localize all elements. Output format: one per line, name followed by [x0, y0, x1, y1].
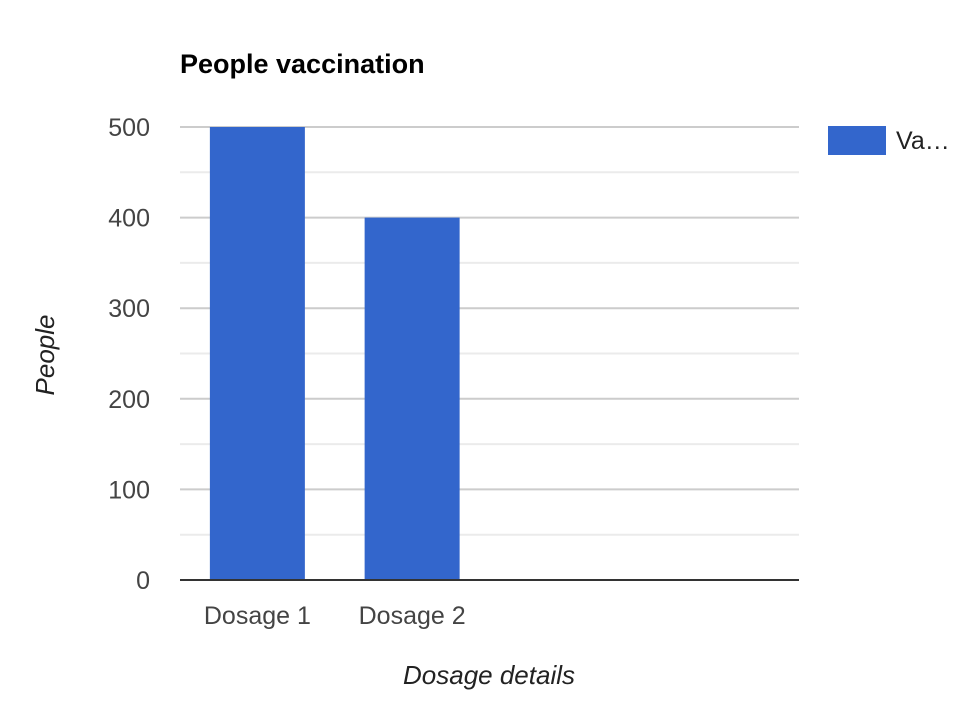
y-tick-label: 300: [108, 295, 150, 323]
y-tick-label: 0: [136, 567, 150, 595]
y-tick-label: 100: [108, 476, 150, 504]
y-tick-label: 200: [108, 386, 150, 414]
y-axis-label: People: [30, 315, 60, 396]
x-tick-label: Dosage 2: [359, 602, 466, 630]
chart-title: People vaccination: [180, 49, 425, 79]
x-axis-label: Dosage details: [403, 660, 575, 690]
x-axis-ticks: Dosage 1 Dosage 2: [204, 602, 466, 630]
legend-label: Va…: [896, 127, 950, 155]
y-axis-ticks: 0 100 200 300 400 500: [108, 114, 150, 595]
y-tick-label: 400: [108, 205, 150, 233]
legend-swatch: [828, 126, 886, 155]
bar[interactable]: [364, 217, 460, 580]
y-tick-label: 500: [108, 114, 150, 142]
bars: [209, 127, 460, 580]
legend[interactable]: Va…: [828, 126, 950, 155]
x-tick-label: Dosage 1: [204, 602, 311, 630]
bar[interactable]: [209, 127, 305, 580]
